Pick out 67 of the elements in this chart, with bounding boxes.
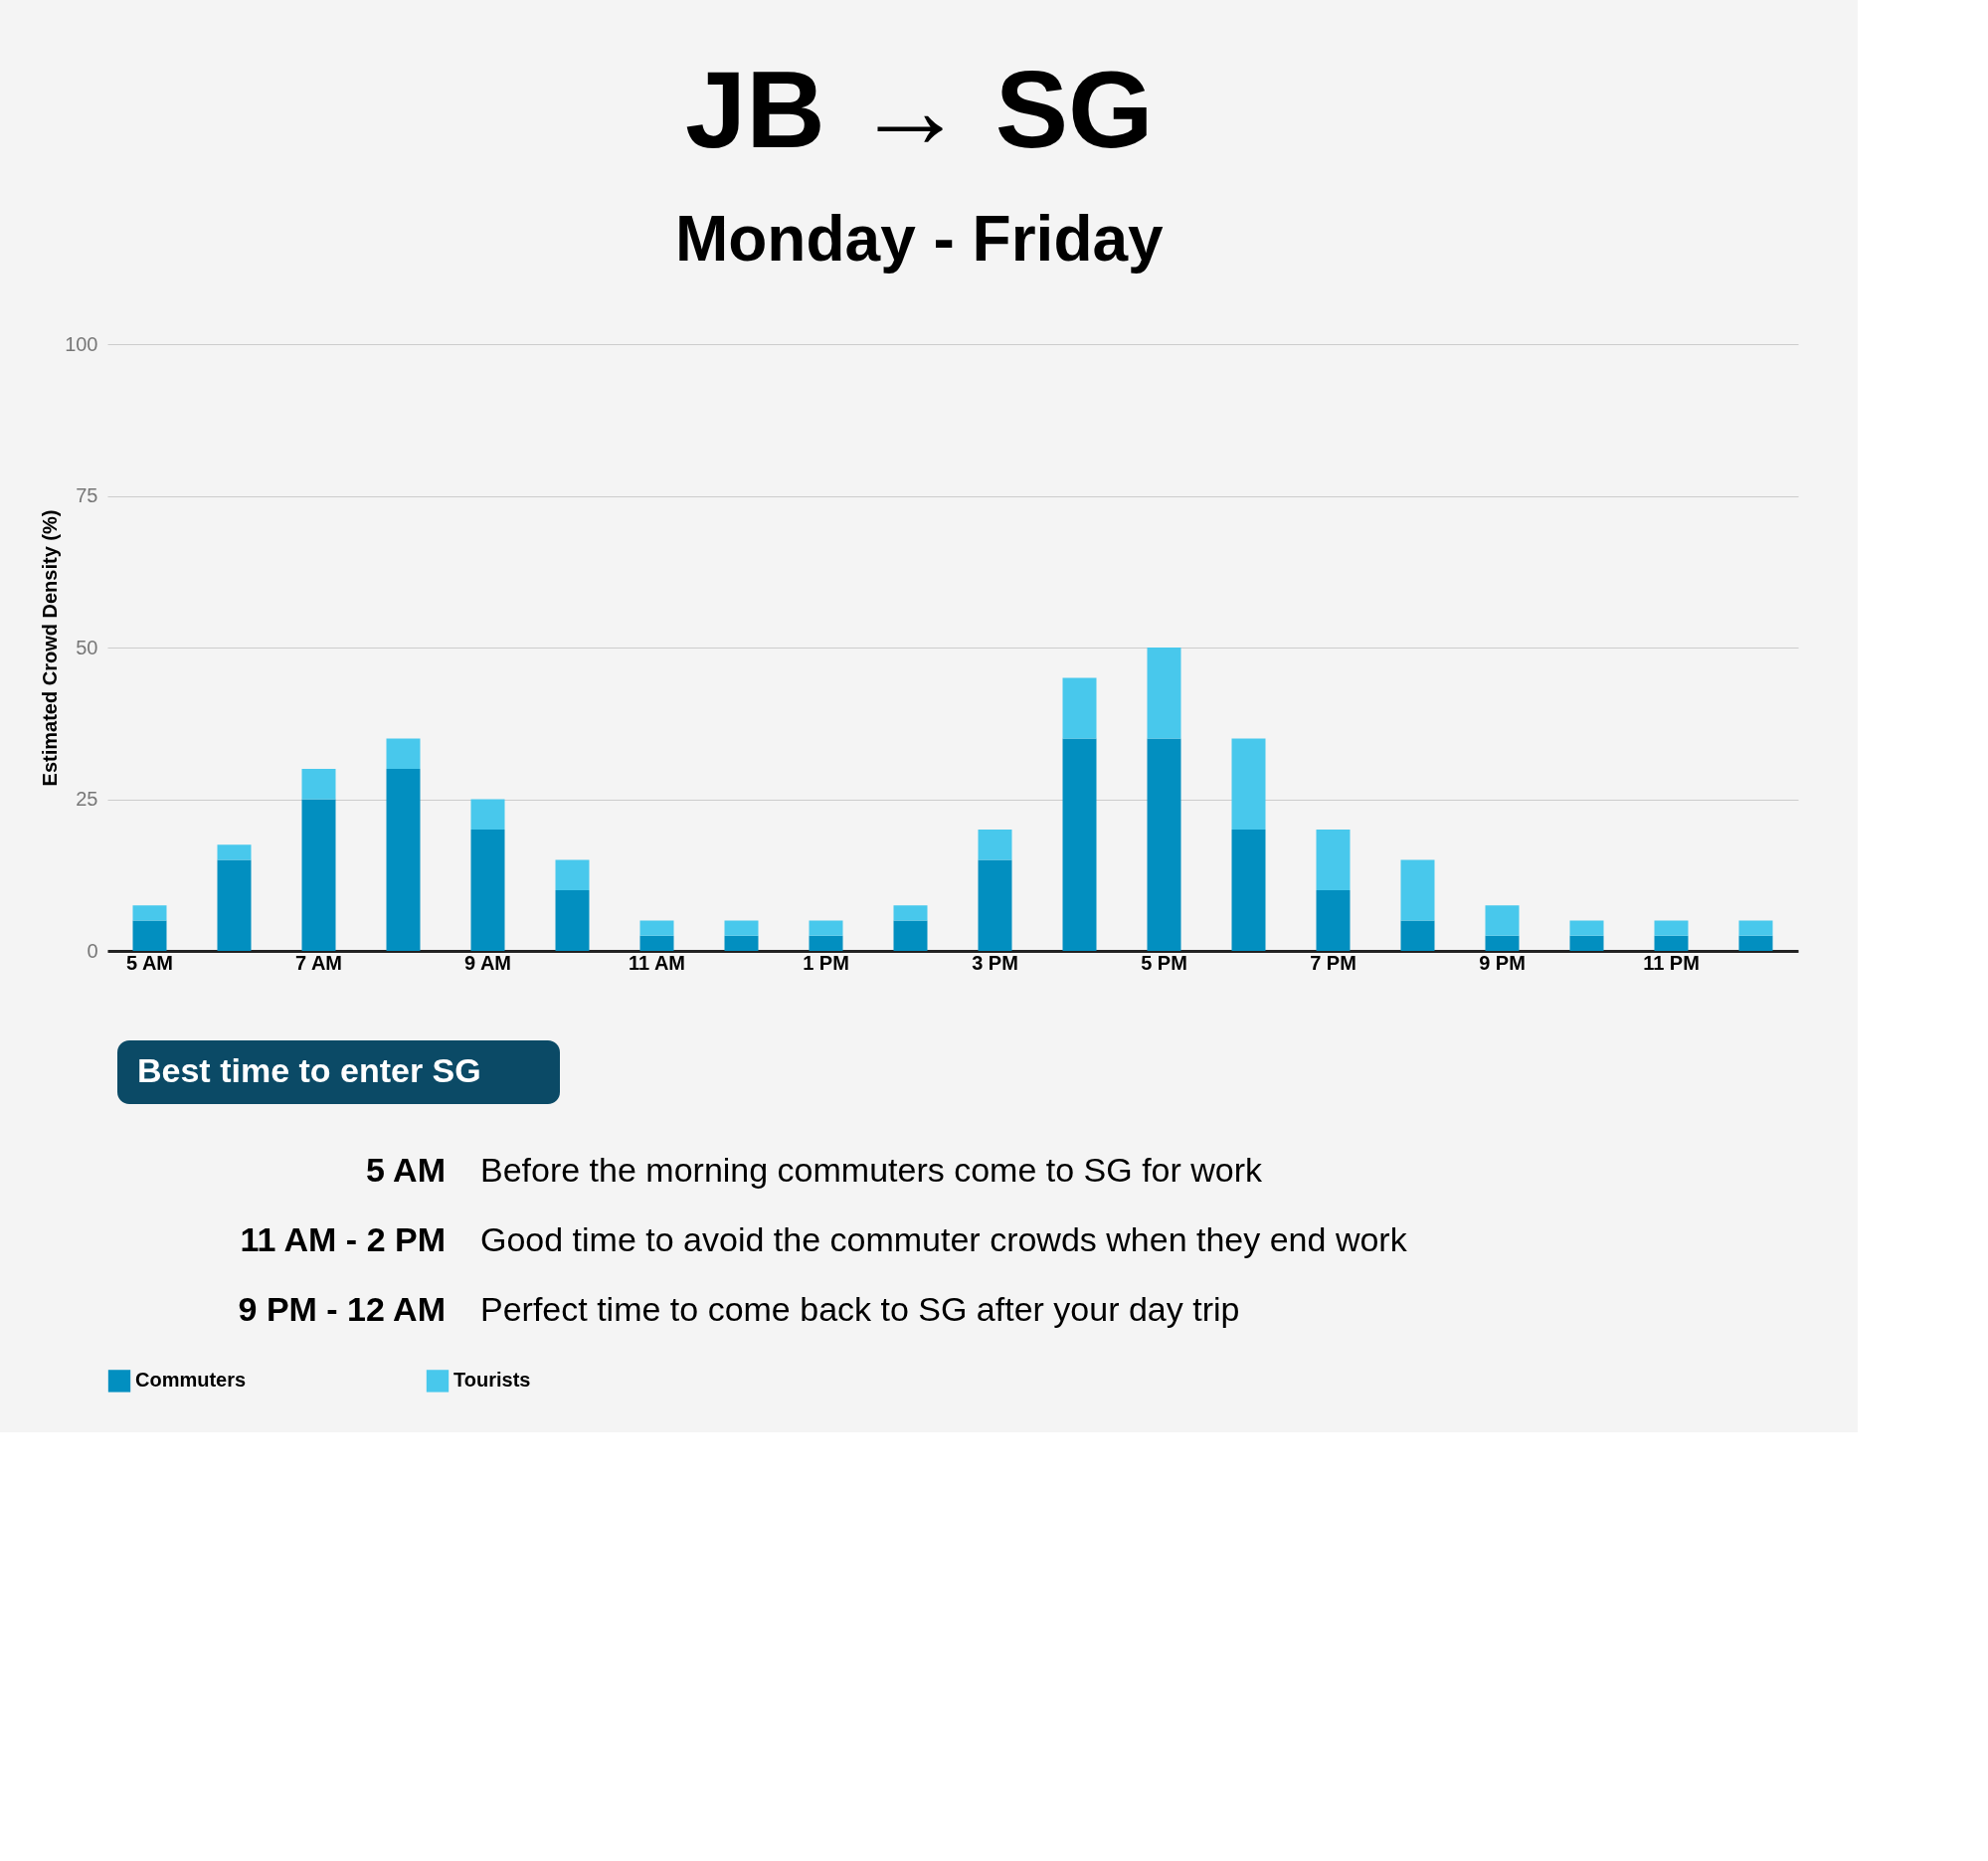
bar bbox=[1231, 738, 1266, 830]
bar bbox=[639, 935, 674, 951]
text: Good time to avoid the commuter crowds when they end work bbox=[480, 1220, 1408, 1258]
text: Perfect time to come back to SG after your day trip bbox=[480, 1290, 1240, 1328]
x-tick-label: 11 AM bbox=[628, 951, 686, 974]
x-tick-label: 1 PM bbox=[803, 951, 849, 974]
y-axis-title: Estimated Crowd Density (%) bbox=[39, 509, 62, 787]
text: 5 AM bbox=[366, 1151, 446, 1189]
text: 11 AM - 2 PM bbox=[240, 1220, 446, 1258]
bar bbox=[301, 799, 336, 951]
bar bbox=[386, 738, 421, 769]
x-tick-label: 9 AM bbox=[463, 951, 512, 974]
bar bbox=[470, 830, 505, 951]
text: 9 PM - 12 AM bbox=[238, 1290, 446, 1328]
bar bbox=[1400, 920, 1435, 951]
x-tick-label: 5 PM bbox=[1141, 951, 1187, 974]
bar bbox=[1738, 935, 1773, 951]
y-tick-label: 100 bbox=[65, 332, 98, 355]
bar bbox=[639, 920, 674, 936]
y-tick-label: 75 bbox=[76, 484, 98, 506]
chart-subtitle: Monday - Friday bbox=[674, 203, 1165, 275]
bar bbox=[1147, 648, 1181, 739]
bar bbox=[1400, 859, 1435, 921]
bar bbox=[724, 920, 759, 936]
bar bbox=[893, 905, 928, 921]
x-tick-label: 9 PM bbox=[1479, 951, 1526, 974]
text: Before the morning commuters come to SG for work bbox=[480, 1151, 1264, 1189]
bar bbox=[555, 890, 590, 951]
legend-label: Tourists bbox=[453, 1369, 531, 1392]
bar bbox=[217, 844, 252, 860]
x-tick-label: 11 PM bbox=[1643, 951, 1700, 974]
bar bbox=[1654, 920, 1689, 936]
y-tick-label: 50 bbox=[76, 636, 98, 658]
bar bbox=[1062, 677, 1097, 739]
text: Best time to enter SG bbox=[137, 1051, 481, 1089]
y-tick-label: 25 bbox=[76, 788, 98, 810]
bar bbox=[978, 830, 1012, 860]
bar bbox=[1654, 935, 1689, 951]
y-tick-label: 0 bbox=[87, 939, 98, 962]
bar bbox=[132, 920, 167, 951]
bar bbox=[809, 920, 843, 936]
bar bbox=[301, 769, 336, 800]
x-tick-label: 7 AM bbox=[294, 951, 343, 974]
bar bbox=[1738, 920, 1773, 936]
x-tick-label: 5 AM bbox=[125, 951, 174, 974]
bar bbox=[978, 859, 1012, 951]
bar bbox=[724, 935, 759, 951]
bar bbox=[1062, 738, 1097, 951]
bar bbox=[217, 859, 252, 951]
bar bbox=[1316, 830, 1351, 890]
bar bbox=[470, 799, 505, 830]
legend-label: Commuters bbox=[135, 1369, 247, 1392]
bar bbox=[1569, 935, 1604, 951]
bar bbox=[893, 920, 928, 951]
bar bbox=[1485, 905, 1520, 936]
bar bbox=[132, 905, 167, 921]
bar bbox=[1485, 935, 1520, 951]
x-tick-label: 7 PM bbox=[1310, 951, 1356, 974]
bar bbox=[1569, 920, 1604, 936]
chart-title: JB → SG bbox=[684, 48, 1154, 170]
x-tick-label: 3 PM bbox=[972, 951, 1018, 974]
bar bbox=[1147, 738, 1181, 951]
bar bbox=[1316, 890, 1351, 951]
bar bbox=[809, 935, 843, 951]
bar bbox=[1231, 830, 1266, 951]
bar bbox=[555, 859, 590, 890]
bar bbox=[386, 769, 421, 951]
